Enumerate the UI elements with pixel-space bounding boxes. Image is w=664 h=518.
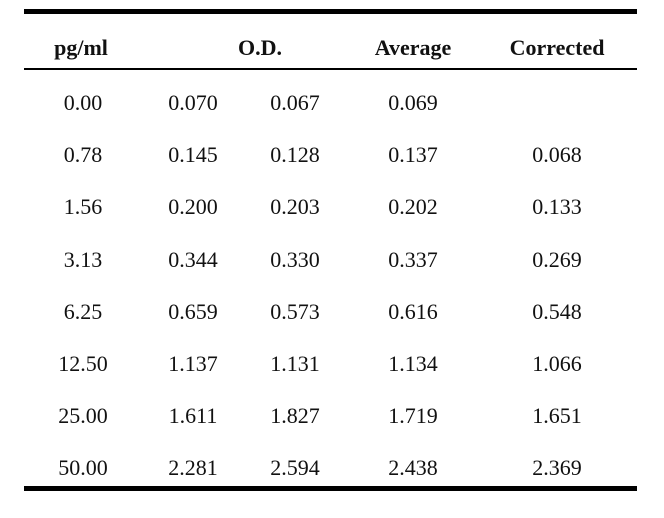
table-cell-corrected: 1.066 [532,351,582,376]
table-cell-average: 0.069 [388,90,438,115]
table-cell-average: 1.134 [388,351,438,376]
table-cell-od2: 0.330 [270,247,320,272]
table-cell-conc: 6.25 [63,299,103,324]
table-cell-od1: 1.611 [168,403,218,428]
table-top-rule [24,9,637,14]
header-corrected: Corrected [509,35,605,60]
table-cell-od1: 1.137 [168,351,218,376]
table-cell-conc: 50.00 [58,455,108,480]
table-cell-conc: 3.13 [63,247,103,272]
table-cell-od2: 0.573 [270,299,320,324]
table-cell-corrected: 1.651 [532,403,582,428]
table-cell-conc: 0.78 [63,142,103,167]
table-cell-od1: 0.145 [168,142,218,167]
table-cell-conc: 12.50 [58,351,108,376]
table-cell-od2: 2.594 [270,455,320,480]
header-average: Average [374,35,452,60]
table-cell-od2: 1.131 [270,351,320,376]
table-header-rule [24,68,637,70]
table-cell-od1: 0.659 [168,299,218,324]
table-cell-corrected: 0.269 [532,247,582,272]
table-cell-average: 0.137 [388,142,438,167]
table-cell-average: 0.202 [388,194,438,219]
header-od: O.D. [238,35,282,60]
table-cell-average: 1.719 [388,403,438,428]
table-cell-od1: 2.281 [168,455,218,480]
table-cell-average: 2.438 [388,455,438,480]
table-cell-conc: 0.00 [63,90,103,115]
table-cell-od2: 0.067 [270,90,320,115]
table-cell-average: 0.337 [388,247,438,272]
table-cell-average: 0.616 [388,299,438,324]
table-cell-od1: 0.344 [168,247,218,272]
table-cell-od1: 0.200 [168,194,218,219]
table-cell-corrected: 0.133 [532,194,582,219]
table-cell-od2: 0.128 [270,142,320,167]
header-concentration: pg/ml [54,35,108,60]
table-cell-od2: 1.827 [270,403,320,428]
table-cell-corrected: 0.548 [532,299,582,324]
table-cell-corrected: 0.068 [532,142,582,167]
table-cell-corrected: 2.369 [532,455,582,480]
table-cell-od1: 0.070 [168,90,218,115]
table-cell-conc: 1.56 [63,194,103,219]
table-cell-conc: 25.00 [58,403,108,428]
table-cell-od2: 0.203 [270,194,320,219]
table-bottom-rule [24,486,637,491]
